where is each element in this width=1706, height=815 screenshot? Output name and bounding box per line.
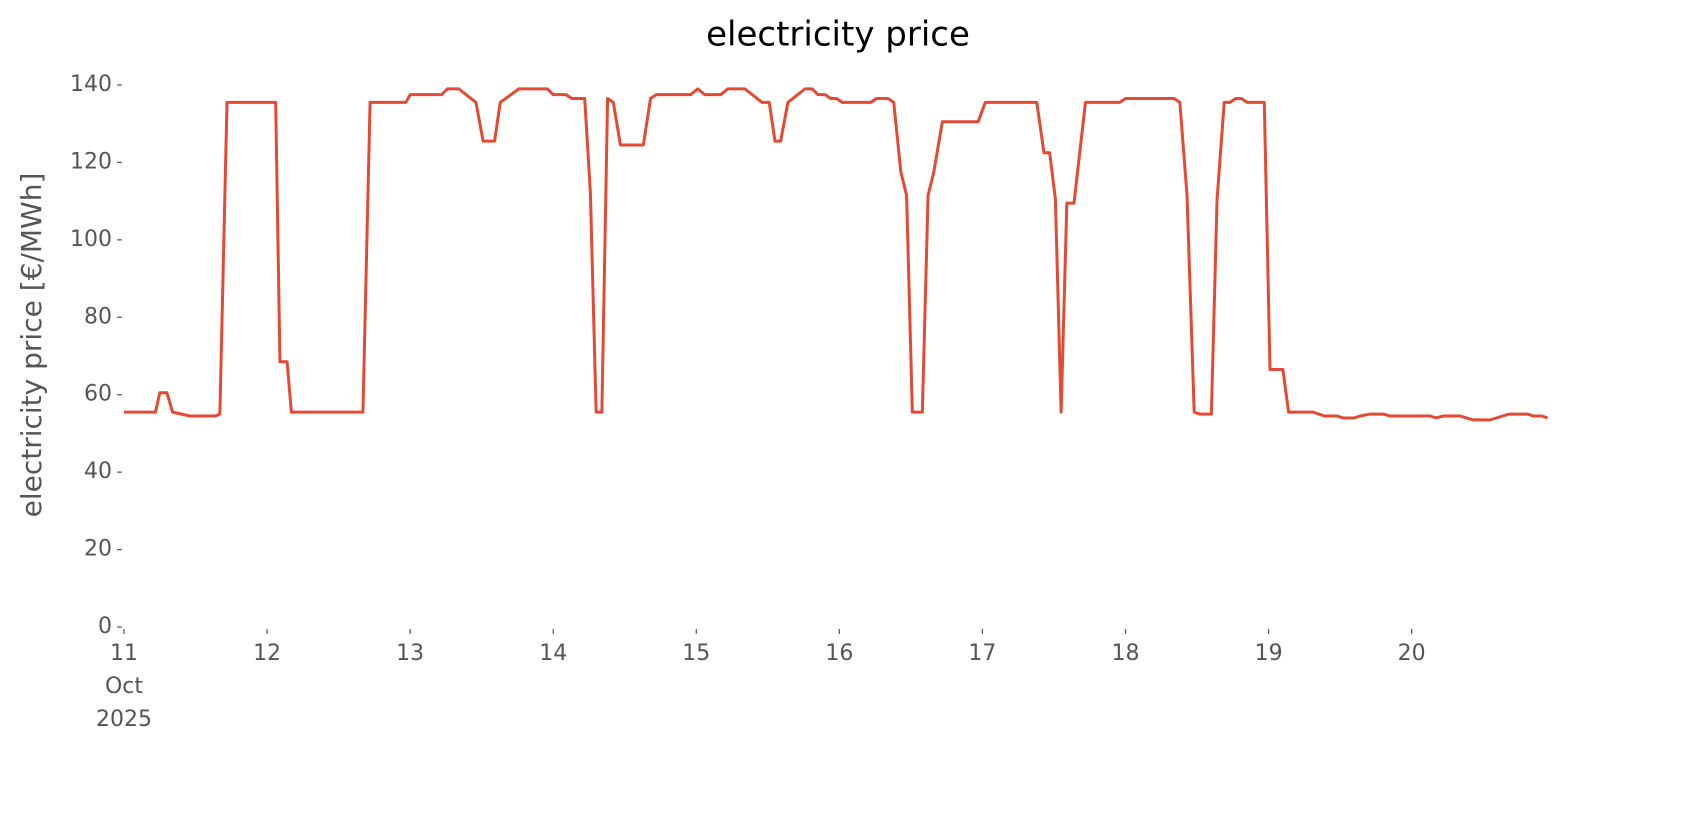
price-line bbox=[124, 87, 1549, 422]
x-tick-label: 16 bbox=[825, 641, 853, 666]
y-tick-label: 60 bbox=[84, 382, 112, 407]
x-tick-label: 15 bbox=[682, 641, 710, 666]
y-tick-label: 80 bbox=[84, 304, 112, 329]
y-axis-label: electricity price [€/MWh] bbox=[15, 173, 48, 518]
y-tick-label: 100 bbox=[70, 227, 112, 252]
x-tick-label: 11 Oct 2025 bbox=[96, 641, 152, 732]
x-tick-label: 20 bbox=[1398, 641, 1426, 666]
x-tick-label: 14 bbox=[539, 641, 567, 666]
y-tick-label: 120 bbox=[70, 149, 112, 174]
x-tick-label: 12 bbox=[253, 641, 281, 666]
chart-title: electricity price bbox=[706, 15, 970, 55]
x-tick-label: 19 bbox=[1255, 641, 1283, 666]
y-tick-label: 40 bbox=[84, 459, 112, 484]
y-tick-label: 140 bbox=[70, 72, 112, 97]
y-tick-label: 0 bbox=[98, 614, 112, 639]
x-tick-label: 13 bbox=[396, 641, 424, 666]
x-tick-label: 17 bbox=[968, 641, 996, 666]
x-tick-label: 18 bbox=[1112, 641, 1140, 666]
y-tick-label: 20 bbox=[84, 537, 112, 562]
